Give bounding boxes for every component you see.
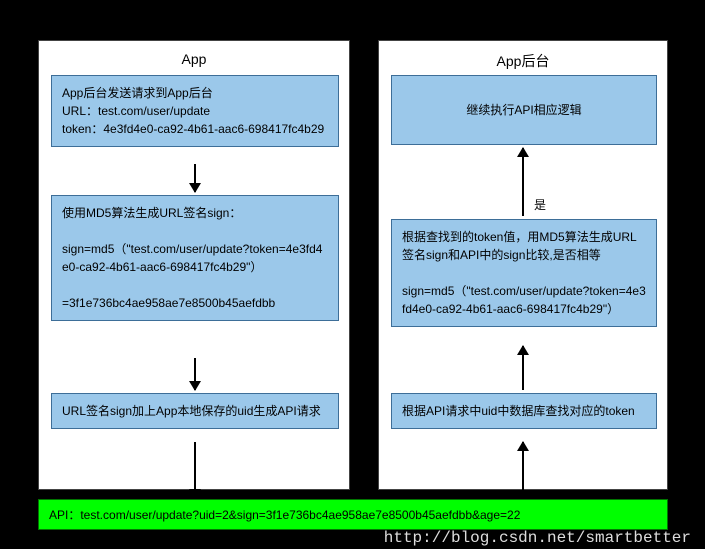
node-app-md5-sign: 使用MD5算法生成URL签名sign： sign=md5（"test.com/u… [51,195,339,321]
node-backend-find-token: 根据API请求中uid中数据库查找对应的token [391,393,657,429]
watermark: http://blog.csdn.net/smartbetter [384,529,691,547]
node-backend-verify-sign: 根据查找到的token值，用MD5算法生成URL签名sign和API中的sign… [391,219,657,327]
arrow-api-r3 [522,442,524,498]
node-app-send-request: App后台发送请求到App后台 URL：test.com/user/update… [51,75,339,147]
column-app: App App后台发送请求到App后台 URL：test.com/user/up… [38,40,350,490]
column-title-app: App [39,41,349,73]
node-api-request: API：test.com/user/update?uid=2&sign=3f1e… [38,499,668,530]
node-backend-continue: 继续执行API相应逻辑 [391,75,657,145]
arrow-l2-l3 [194,358,196,390]
arrow-l1-l2 [194,164,196,192]
arrow-r2-r1 [522,148,524,216]
column-title-backend: App后台 [379,41,667,77]
column-backend: App后台 继续执行API相应逻辑 根据查找到的token值，用MD5算法生成U… [378,40,668,490]
arrow-r3-r2 [522,346,524,390]
node-app-build-api: URL签名sign加上App本地保存的uid生成API请求 [51,393,339,429]
arrow-l3-api [194,442,196,498]
edge-label-yes: 是 [534,196,546,213]
